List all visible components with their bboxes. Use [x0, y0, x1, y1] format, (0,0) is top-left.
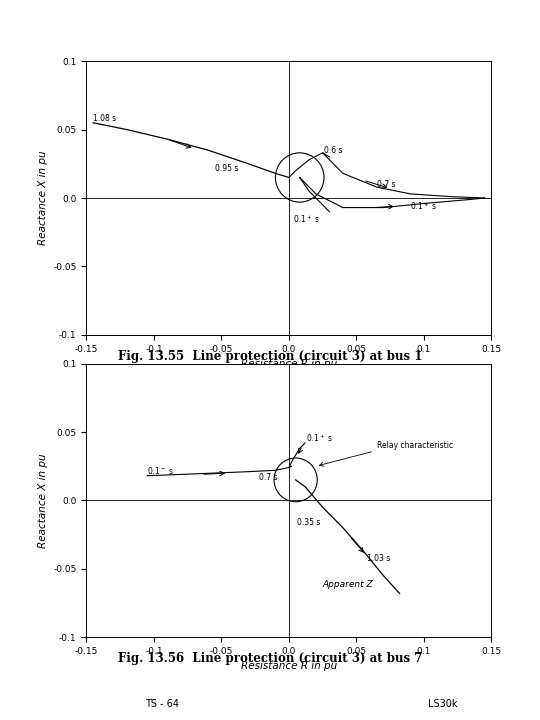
Text: 0.95 s: 0.95 s: [214, 163, 238, 173]
Text: 1.08 s: 1.08 s: [93, 114, 116, 123]
Text: 0.1$^-$ s: 0.1$^-$ s: [147, 465, 174, 477]
Text: 0.35 s: 0.35 s: [297, 518, 320, 527]
Text: 0.1$^+$ s: 0.1$^+$ s: [307, 432, 334, 444]
Y-axis label: Reactance X in pu: Reactance X in pu: [38, 150, 48, 246]
Y-axis label: Reactance X in pu: Reactance X in pu: [38, 453, 48, 548]
Text: 0.6 s: 0.6 s: [324, 146, 342, 155]
Text: 0.1$^+$ s: 0.1$^+$ s: [293, 213, 320, 225]
X-axis label: Resistance R in pu: Resistance R in pu: [241, 662, 337, 672]
Text: Fig. 13.56  Line protection (circuit 3) at bus 7: Fig. 13.56 Line protection (circuit 3) a…: [118, 652, 422, 665]
Text: 0.7 s: 0.7 s: [259, 473, 278, 482]
X-axis label: Resistance R in pu: Resistance R in pu: [241, 359, 337, 369]
Text: Apparent Z: Apparent Z: [323, 580, 373, 588]
Text: TS - 64: TS - 64: [145, 699, 179, 709]
Text: Fig. 13.55  Line protection (circuit 3) at bus 1: Fig. 13.55 Line protection (circuit 3) a…: [118, 350, 422, 363]
Text: LS30k: LS30k: [428, 699, 457, 709]
Text: 0.7 s: 0.7 s: [377, 180, 395, 189]
Text: Relay characteristic: Relay characteristic: [377, 441, 453, 451]
Text: 1.03 s: 1.03 s: [367, 554, 390, 562]
Text: 0.1$^+$ s: 0.1$^+$ s: [410, 201, 437, 212]
